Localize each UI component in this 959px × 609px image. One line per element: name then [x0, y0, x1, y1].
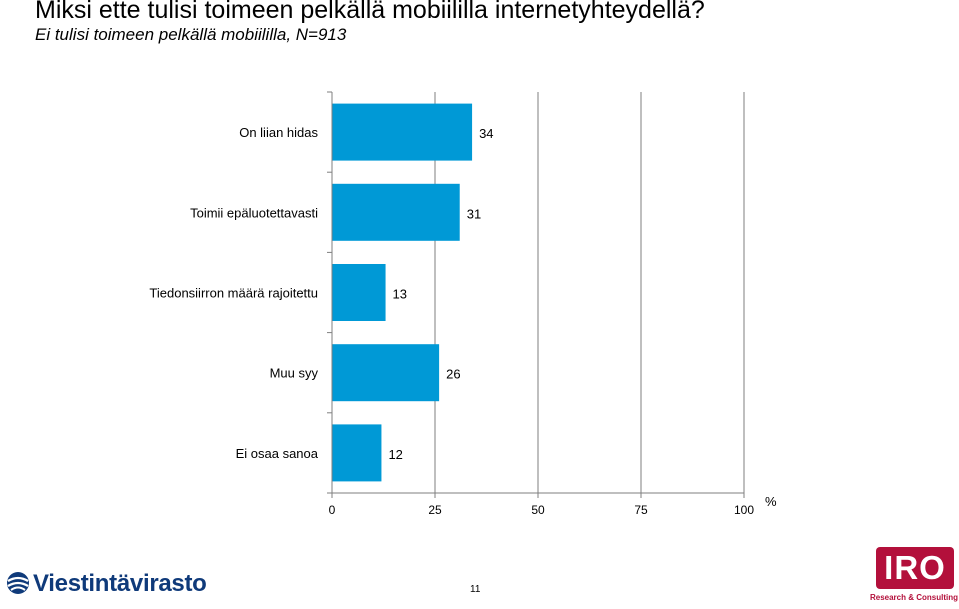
- category-label: Ei osaa sanoa: [236, 446, 319, 461]
- x-tick-label: 75: [634, 503, 648, 517]
- page-subtitle: Ei tulisi toimeen pelkällä mobiililla, N…: [35, 25, 347, 44]
- bar: [332, 424, 382, 482]
- data-label: 13: [393, 287, 407, 302]
- x-tick-label: 50: [531, 503, 545, 517]
- bar: [332, 264, 386, 321]
- iro-logo-subtext: Research & Consulting: [869, 593, 958, 602]
- bar: [332, 344, 440, 402]
- category-label: Muu syy: [270, 366, 319, 381]
- chart-bars: [332, 103, 473, 482]
- category-label: Toimii epäluotettavasti: [190, 205, 318, 220]
- iro-logo: IRO: [876, 547, 954, 589]
- page-number: 11: [470, 584, 481, 595]
- category-label: Tiedonsiirron määrä rajoitettu: [149, 286, 318, 301]
- data-label: 26: [446, 367, 460, 382]
- category-label: On liian hidas: [239, 125, 318, 140]
- chart-axes: [327, 91, 745, 498]
- data-label: 12: [388, 447, 402, 462]
- viestintavirasto-logo-text: Viestintävirasto: [33, 570, 207, 597]
- chart-labels: On liian hidas 34 Toimii epäluotettavasti 3…: [149, 125, 777, 517]
- x-tick-label: 0: [329, 503, 336, 517]
- bar: [332, 183, 460, 241]
- chart-gridlines: [434, 92, 745, 493]
- page-title: Miksi ette tulisi toimeen pelkällä mobii…: [35, 0, 705, 24]
- x-tick-label: 100: [734, 503, 754, 517]
- data-label: 31: [467, 206, 481, 221]
- globe-icon: [7, 572, 29, 594]
- bar: [332, 103, 473, 161]
- x-tick-label: 25: [428, 503, 442, 517]
- x-unit-label: %: [765, 494, 777, 509]
- data-label: 34: [479, 126, 493, 141]
